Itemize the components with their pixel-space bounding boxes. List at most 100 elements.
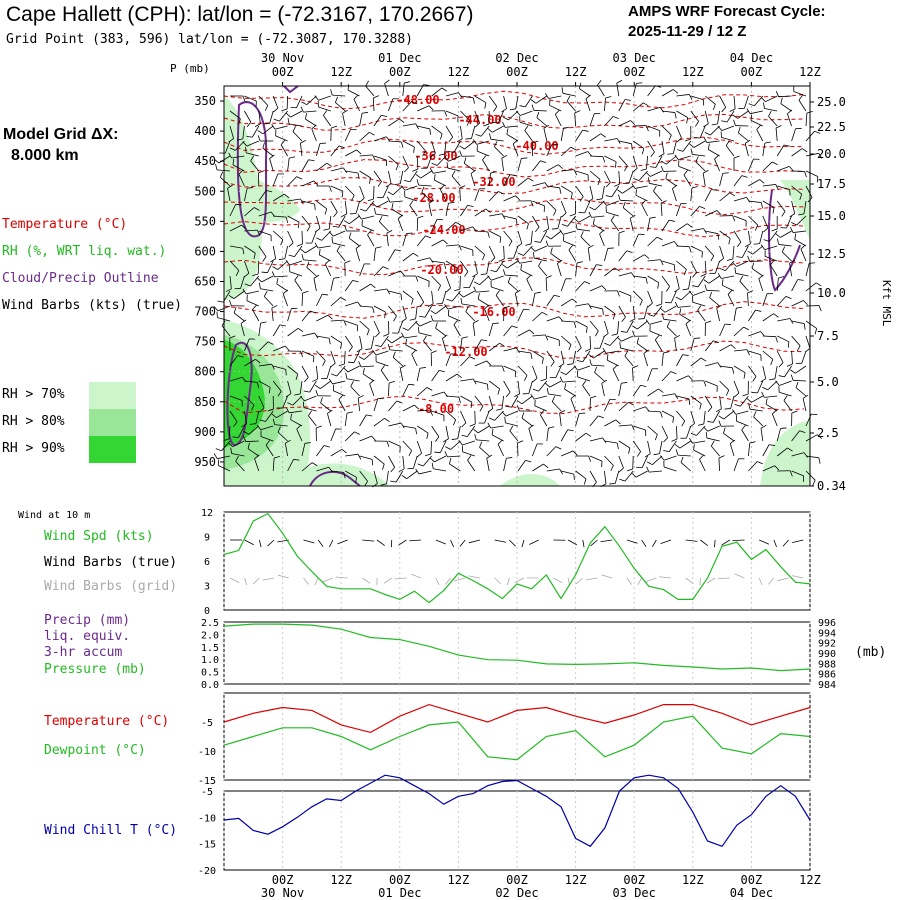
wind-barb-flag (675, 449, 679, 456)
wind-barb (484, 410, 490, 424)
wind-barb-flag (278, 258, 285, 260)
top-hour-label: 00Z (272, 65, 294, 79)
wind-barb (461, 303, 475, 307)
wind-barb-flag (461, 434, 468, 438)
wind-barb-flag (748, 403, 751, 410)
wind-barb-flag (434, 174, 436, 181)
temperature-contour-label: -36.00 (414, 149, 457, 163)
wind-barb (272, 245, 277, 259)
wind-barb (359, 185, 365, 199)
wind-barb (287, 459, 294, 472)
wind-barb (506, 133, 519, 142)
wind-barb-flag (315, 389, 319, 396)
wind-barb-flag (576, 359, 583, 363)
wind-barb (805, 170, 818, 177)
wind-barb-flag (494, 141, 498, 147)
wind-barb-flag (373, 95, 379, 99)
wind-barb (503, 325, 513, 337)
wind-barb (488, 380, 500, 390)
label-precip-liq: liq. equiv. (44, 629, 131, 644)
wind-barb (517, 350, 531, 354)
wind-barb-flag (366, 329, 370, 336)
wind-barb (647, 259, 661, 262)
temperature-contour-label: -16.00 (472, 305, 515, 319)
wind-barb (575, 335, 582, 348)
wind-barb-true (509, 539, 516, 547)
wind-barb-flag (397, 214, 403, 220)
pressure-right-tick-label: 990 (818, 649, 836, 660)
wind-barb (661, 140, 665, 154)
wind-barb-flag (573, 321, 577, 328)
wind-barb (705, 230, 718, 235)
wind-barb-flag (814, 130, 821, 134)
wind-barb (362, 373, 375, 382)
wind-barb-flag (408, 450, 413, 457)
wind-barb (643, 353, 648, 367)
wind-barb-flag (481, 339, 488, 342)
label-wind-chill: Wind Chill T (°C) (44, 823, 178, 838)
wind-barb-flag (364, 481, 368, 487)
wind-barb-flag (576, 261, 583, 264)
wind-barb (719, 323, 726, 337)
wind-barb (422, 455, 432, 467)
wind-barb-flag (498, 258, 505, 262)
wind-barb-flag (446, 298, 453, 302)
wind-barb (786, 215, 792, 229)
wind-barb-flag (425, 235, 432, 239)
wind-barb (629, 218, 634, 232)
wind-barb (748, 200, 762, 203)
wind-barb-flag (665, 286, 670, 292)
wind-barb (633, 425, 646, 431)
wind-barb (345, 320, 358, 326)
bottom-hour-label: 12Z (682, 873, 704, 887)
wind-barb (448, 155, 461, 162)
precip-tick-label: 0.0 (201, 680, 219, 691)
wind-barb-flag (276, 277, 279, 285)
wind-barb-flag (718, 415, 724, 420)
wind-barb (618, 120, 631, 127)
wind-barb-flag (761, 391, 765, 398)
wind-barb (678, 155, 691, 160)
bottom-date-label: 02 Dec (495, 886, 538, 900)
wind-barb-flag (597, 80, 602, 86)
wind-barb (736, 260, 749, 267)
wind-barb-flag (302, 290, 309, 294)
wind-barb (779, 391, 792, 397)
wind-barb-flag (734, 392, 740, 398)
wind-barb-flag (596, 198, 603, 201)
wind-barb-flag (673, 241, 679, 247)
rh-area-70 (500, 474, 560, 486)
wind-barb-flag (474, 433, 477, 440)
wind-barb (258, 245, 267, 258)
wind-barb-flag (247, 187, 254, 189)
wind-barb-flag (444, 156, 449, 162)
wind-barb-flag (347, 84, 350, 91)
wind-barb-flag (772, 207, 775, 214)
wind-barb (546, 350, 555, 362)
wind-barb-flag (362, 111, 369, 114)
wind-barb-flag (473, 286, 477, 293)
wind-barb (474, 395, 484, 407)
wind-barb-flag (331, 236, 333, 243)
wind-barb-flag (703, 279, 710, 284)
pressure-tick-label: 850 (194, 395, 216, 409)
wind-barb-flag (742, 393, 749, 397)
wind-barb (753, 416, 764, 427)
wind-barb (589, 455, 603, 462)
wind-barb (791, 350, 793, 364)
wind-barb-flag (404, 167, 409, 173)
wind-barb-flag (814, 328, 818, 335)
wind-barb (272, 230, 284, 240)
wind-barb (445, 410, 456, 420)
wind-barb-flag (717, 362, 722, 368)
wind-barb-flag (316, 425, 322, 429)
wind-barb-flag (660, 200, 667, 204)
wind-barb-flag (343, 367, 349, 373)
wind-barb (238, 425, 245, 438)
wind-barb (262, 125, 274, 135)
wind-barb (632, 140, 645, 149)
height-tick-label: 12.5 (817, 247, 846, 261)
wind-barb-grid (507, 577, 510, 586)
wind-barb-flag (530, 99, 537, 104)
wind-barb-flag (501, 108, 507, 113)
